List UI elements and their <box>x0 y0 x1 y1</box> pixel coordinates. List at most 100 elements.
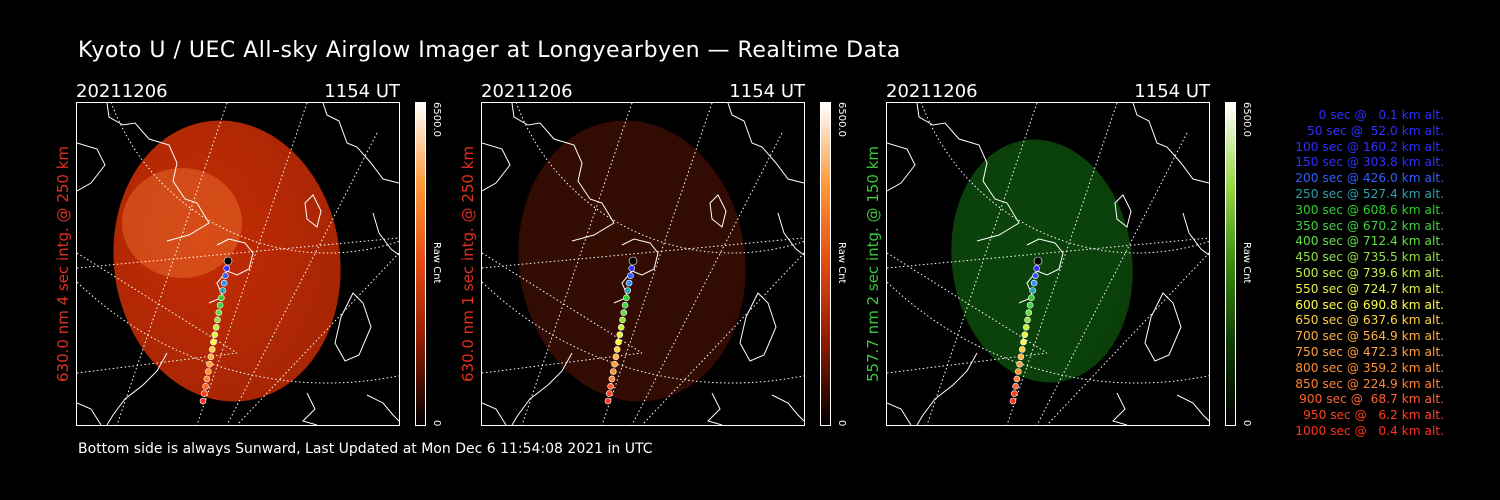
coastline <box>707 392 723 425</box>
panel-1-wavelength-label: 630.0 nm 4 sec intg. @ 250 km <box>54 145 72 383</box>
coastline <box>1112 392 1128 425</box>
trajectory-point <box>202 382 209 390</box>
trajectory-point <box>617 324 625 331</box>
trajectory-point <box>222 272 229 279</box>
panel-1-cbar-unit: Raw Cnt <box>431 242 442 284</box>
coastline <box>1132 103 1209 184</box>
trajectory-point <box>1028 294 1035 302</box>
latitude-gridline <box>77 281 399 384</box>
coastline <box>771 394 804 422</box>
trajectory-point <box>627 272 634 279</box>
meridian-gridline <box>482 237 804 269</box>
coastline <box>777 212 804 256</box>
meridian-gridline <box>77 352 238 374</box>
panel-2-cbar-max: 6500.0 <box>836 102 847 137</box>
trajectory-point <box>1030 279 1038 287</box>
trajectory-point <box>623 294 630 302</box>
meridian-gridline <box>521 103 633 425</box>
trajectory-point <box>624 287 631 294</box>
trajectory-point <box>604 397 612 405</box>
legend-item: 0 sec @ 0.1 km alt. <box>1318 108 1444 122</box>
panel-2-image[interactable] <box>481 102 805 426</box>
trajectory-point <box>206 360 213 368</box>
panel-1-cbar-min: 0 <box>431 419 442 426</box>
panel-2-date: 20211206 <box>481 81 573 102</box>
trajectory-point <box>1022 324 1030 331</box>
legend-item: 1000 sec @ 0.4 km alt. <box>1295 423 1444 438</box>
coastline <box>1182 212 1209 256</box>
trajectory-point <box>1009 397 1017 405</box>
page-title: Kyoto U / UEC All-sky Airglow Imager at … <box>78 38 901 63</box>
panel-1-side-label: 630.0 nm 4 sec intg. @ 250 km <box>52 102 74 426</box>
trajectory-point <box>1013 375 1021 383</box>
meridian-gridline <box>1006 103 1118 425</box>
panel-1-image[interactable] <box>76 102 400 426</box>
meridian-gridline <box>196 103 308 425</box>
panel-1-header: 20211206 1154 UT <box>76 81 400 102</box>
trajectory-point <box>212 324 220 331</box>
trajectory-point <box>615 338 622 346</box>
panel-3-header: 20211206 1154 UT <box>886 81 1210 102</box>
trajectory-point <box>616 331 624 338</box>
legend-item: 350 sec @ 670.2 km alt. <box>1295 218 1444 233</box>
legend-item: 850 sec @ 224.9 km alt. <box>1295 376 1444 391</box>
meridian-gridline <box>641 252 804 425</box>
coastline <box>511 103 615 242</box>
legend-item: 200 sec @ 426.0 km alt. <box>1295 171 1444 186</box>
trajectory-point <box>1012 382 1019 390</box>
meridian-gridline <box>482 352 643 374</box>
trajectory-legend: 0 sec @ 0.1 km alt. 50 sec @ 52.0 km alt… <box>1262 108 1444 440</box>
meridian-gridline <box>1036 132 1188 425</box>
legend-item: 100 sec @ 160.2 km alt. <box>1295 139 1444 154</box>
latitude-gridline <box>482 281 804 384</box>
panel-2-colorbar <box>820 102 831 426</box>
panel-3-wavelength-label: 557.7 nm 2 sec intg. @ 150 km <box>864 145 882 383</box>
legend-item: 900 sec @ 68.7 km alt. <box>1299 392 1444 407</box>
coastline <box>887 402 912 425</box>
panel-2-wavelength-label: 630.0 nm 1 sec intg. @ 250 km <box>459 145 477 383</box>
coastline <box>77 402 102 425</box>
legend-item: 150 sec @ 303.8 km alt. <box>1295 155 1444 170</box>
trajectory-point <box>608 375 616 383</box>
meridian-gridline <box>887 252 1048 354</box>
coastline <box>366 394 399 422</box>
trajectory-start-marker <box>628 256 638 266</box>
panel-2-cbar-unit: Raw Cnt <box>836 242 847 284</box>
meridian-gridline <box>236 252 399 425</box>
legend-item: 550 sec @ 724.7 km alt. <box>1295 281 1444 296</box>
meridian-gridline <box>601 103 713 425</box>
panel-2-time: 1154 UT <box>729 81 805 102</box>
trajectory-point <box>628 265 635 272</box>
panel-1-date: 20211206 <box>76 81 168 102</box>
panel-3-colorbar <box>1225 102 1236 426</box>
trajectory-point <box>214 316 221 324</box>
meridian-gridline <box>631 132 783 425</box>
coastline <box>887 142 916 192</box>
meridian-gridline <box>77 237 399 269</box>
coastline <box>727 103 804 184</box>
coastline <box>916 352 978 425</box>
trajectory-point <box>1011 390 1018 397</box>
trajectory-point <box>611 360 618 368</box>
panel-3-colorbar-labels: 6500.0 Raw Cnt 0 <box>1238 102 1258 426</box>
trajectory-point <box>203 375 211 383</box>
trajectory-point <box>205 368 212 375</box>
coastline <box>304 194 322 228</box>
trajectory-point <box>625 279 633 287</box>
latitude-gridline <box>515 103 804 254</box>
legend-item: 450 sec @ 735.5 km alt. <box>1295 250 1444 265</box>
panel-1-colorbar <box>415 102 426 426</box>
legend-item: 700 sec @ 564.9 km alt. <box>1295 329 1444 344</box>
coastline <box>1144 292 1182 362</box>
trajectory-point <box>1020 338 1027 346</box>
coastline <box>334 292 372 362</box>
trajectory-start-marker <box>1033 256 1043 266</box>
trajectory-point <box>1018 346 1026 353</box>
trajectory-point <box>218 294 225 302</box>
meridian-gridline <box>1046 252 1209 425</box>
meridian-gridline <box>926 103 1038 425</box>
trajectory-point <box>211 331 219 338</box>
coastline <box>106 352 168 425</box>
trajectory-start-marker <box>223 256 233 266</box>
panel-3-image[interactable] <box>886 102 1210 426</box>
